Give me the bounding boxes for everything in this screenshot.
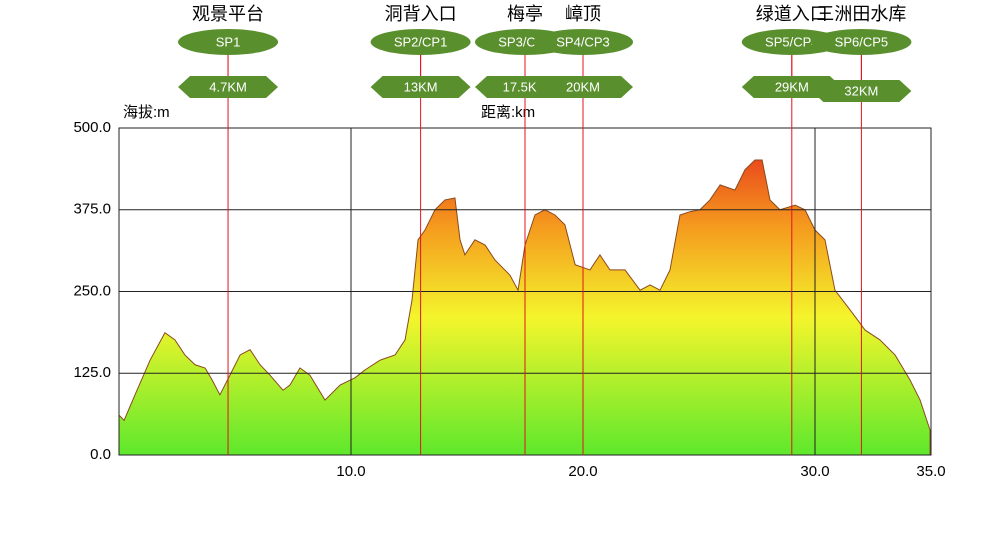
marker-badge (370, 29, 471, 55)
x-tick-label: 10.0 (336, 463, 365, 480)
marker-code: SP1 (216, 34, 241, 49)
marker-badge (178, 29, 279, 55)
distance-label: 4.7KM (209, 79, 247, 94)
marker-name: 梅亭 (507, 4, 543, 24)
distance-label: 29KM (775, 79, 809, 94)
distance-label: 32KM (844, 83, 878, 98)
marker-name: 洞背入口 (385, 4, 457, 24)
marker-name: 嶂顶 (565, 4, 601, 24)
marker-badge (533, 29, 633, 55)
x-tick-label: 20.0 (568, 463, 597, 480)
x-tick-label: 30.0 (800, 463, 829, 480)
distance-label: 20KM (566, 79, 600, 94)
y-tick-label: 125.0 (73, 364, 111, 381)
marker-badge (741, 29, 842, 55)
distance-badge (178, 76, 279, 98)
y-tick-label: 0.0 (90, 446, 111, 463)
x-tick-label: 35.0 (916, 463, 945, 480)
distance-badge (370, 76, 471, 98)
marker-name: 绿道入口 (756, 4, 828, 24)
marker-name: 三洲田水库 (816, 4, 906, 24)
marker-code: SP4/CP3 (556, 34, 609, 49)
marker-code: SP5/CP4 (765, 34, 818, 49)
marker-code: SP6/CP5 (835, 34, 888, 49)
y-axis-label: 海拔:m (123, 104, 170, 121)
distance-label: 17.5KM (503, 79, 548, 94)
marker-name: 观景平台 (192, 4, 264, 24)
y-tick-label: 375.0 (73, 201, 111, 218)
marker-code: SP2/CP1 (394, 34, 447, 49)
distance-label: 13KM (404, 79, 438, 94)
x-axis-label: 距离:km (481, 104, 535, 121)
distance-badge (533, 76, 633, 98)
y-tick-label: 250.0 (73, 282, 111, 299)
y-tick-label: 500.0 (73, 119, 111, 136)
distance-badge (811, 80, 912, 102)
marker-badge (811, 29, 912, 55)
